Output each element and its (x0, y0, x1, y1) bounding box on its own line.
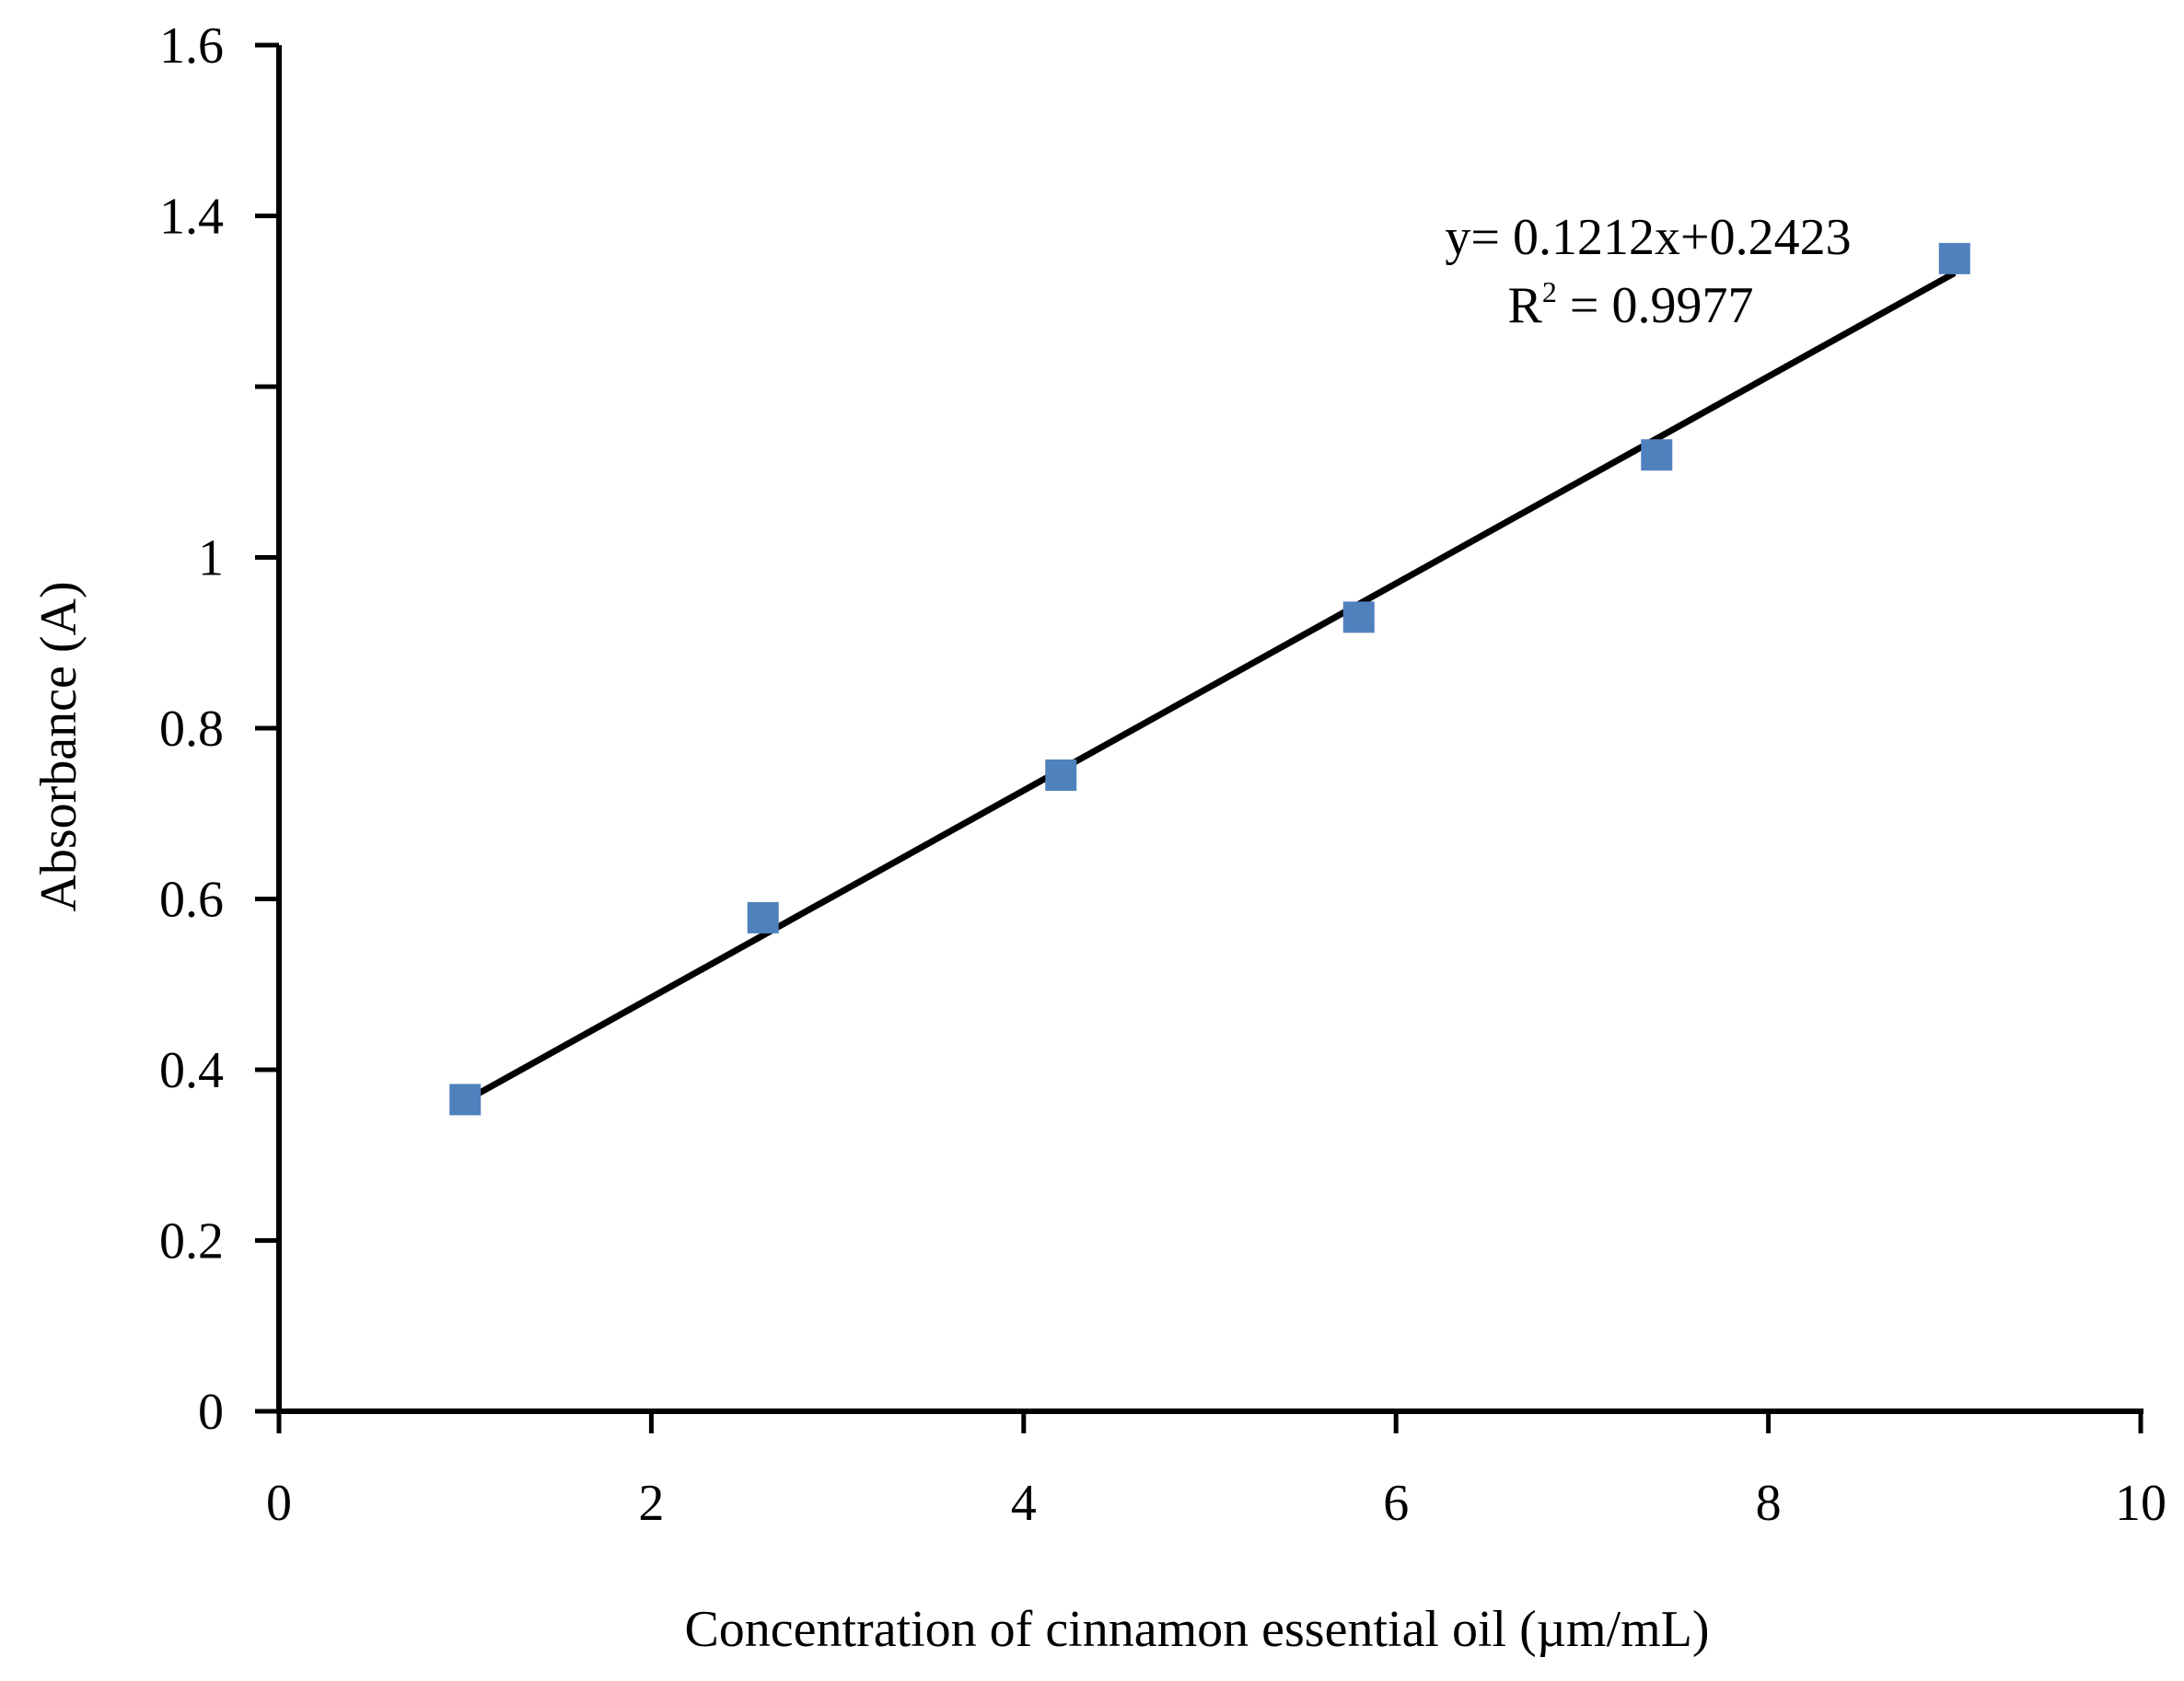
y-tick-label: 0.8 (159, 701, 224, 758)
data-point (1641, 439, 1673, 471)
y-tick-label: 1.4 (159, 189, 224, 246)
y-axis-title: Absorbance (A) (30, 581, 87, 911)
trendline-group (463, 270, 1957, 1104)
data-point (1045, 759, 1077, 792)
y-tick-label: 1.6 (159, 17, 224, 75)
data-point (1938, 242, 1970, 274)
x-tick-label: 10 (2115, 1475, 2167, 1532)
y-tick-label: 1 (198, 530, 224, 587)
x-tick-label: 2 (638, 1475, 664, 1532)
data-point (1342, 601, 1375, 633)
x-tick-label: 8 (1756, 1475, 1782, 1532)
y-tick-label: 0.6 (159, 872, 224, 929)
x-axis-ticks: 0 2 4 6 8 10 (266, 1411, 2167, 1532)
y-tick-label: 0.4 (159, 1042, 224, 1099)
x-axis-title: Concentration of cinnamon essential oil … (684, 1601, 1709, 1658)
x-tick-label: 6 (1383, 1475, 1409, 1532)
trendline (463, 270, 1957, 1104)
y-tick-label: 0.2 (159, 1213, 224, 1270)
data-points (449, 242, 1970, 1116)
y-tick-label: 0 (198, 1384, 224, 1441)
x-tick-label: 4 (1011, 1475, 1037, 1532)
trendline-equation: y= 0.1212x+0.2423 (1445, 209, 1851, 266)
y-axis-ticks: 0 0.2 0.4 0.6 0.8 1 1.4 1.6 (159, 17, 279, 1441)
axes (276, 45, 2143, 1414)
data-point (449, 1084, 482, 1116)
data-point (747, 901, 779, 933)
x-tick-label: 0 (266, 1475, 292, 1532)
r-squared-label: R2 = 0.9977 (1508, 275, 1754, 334)
